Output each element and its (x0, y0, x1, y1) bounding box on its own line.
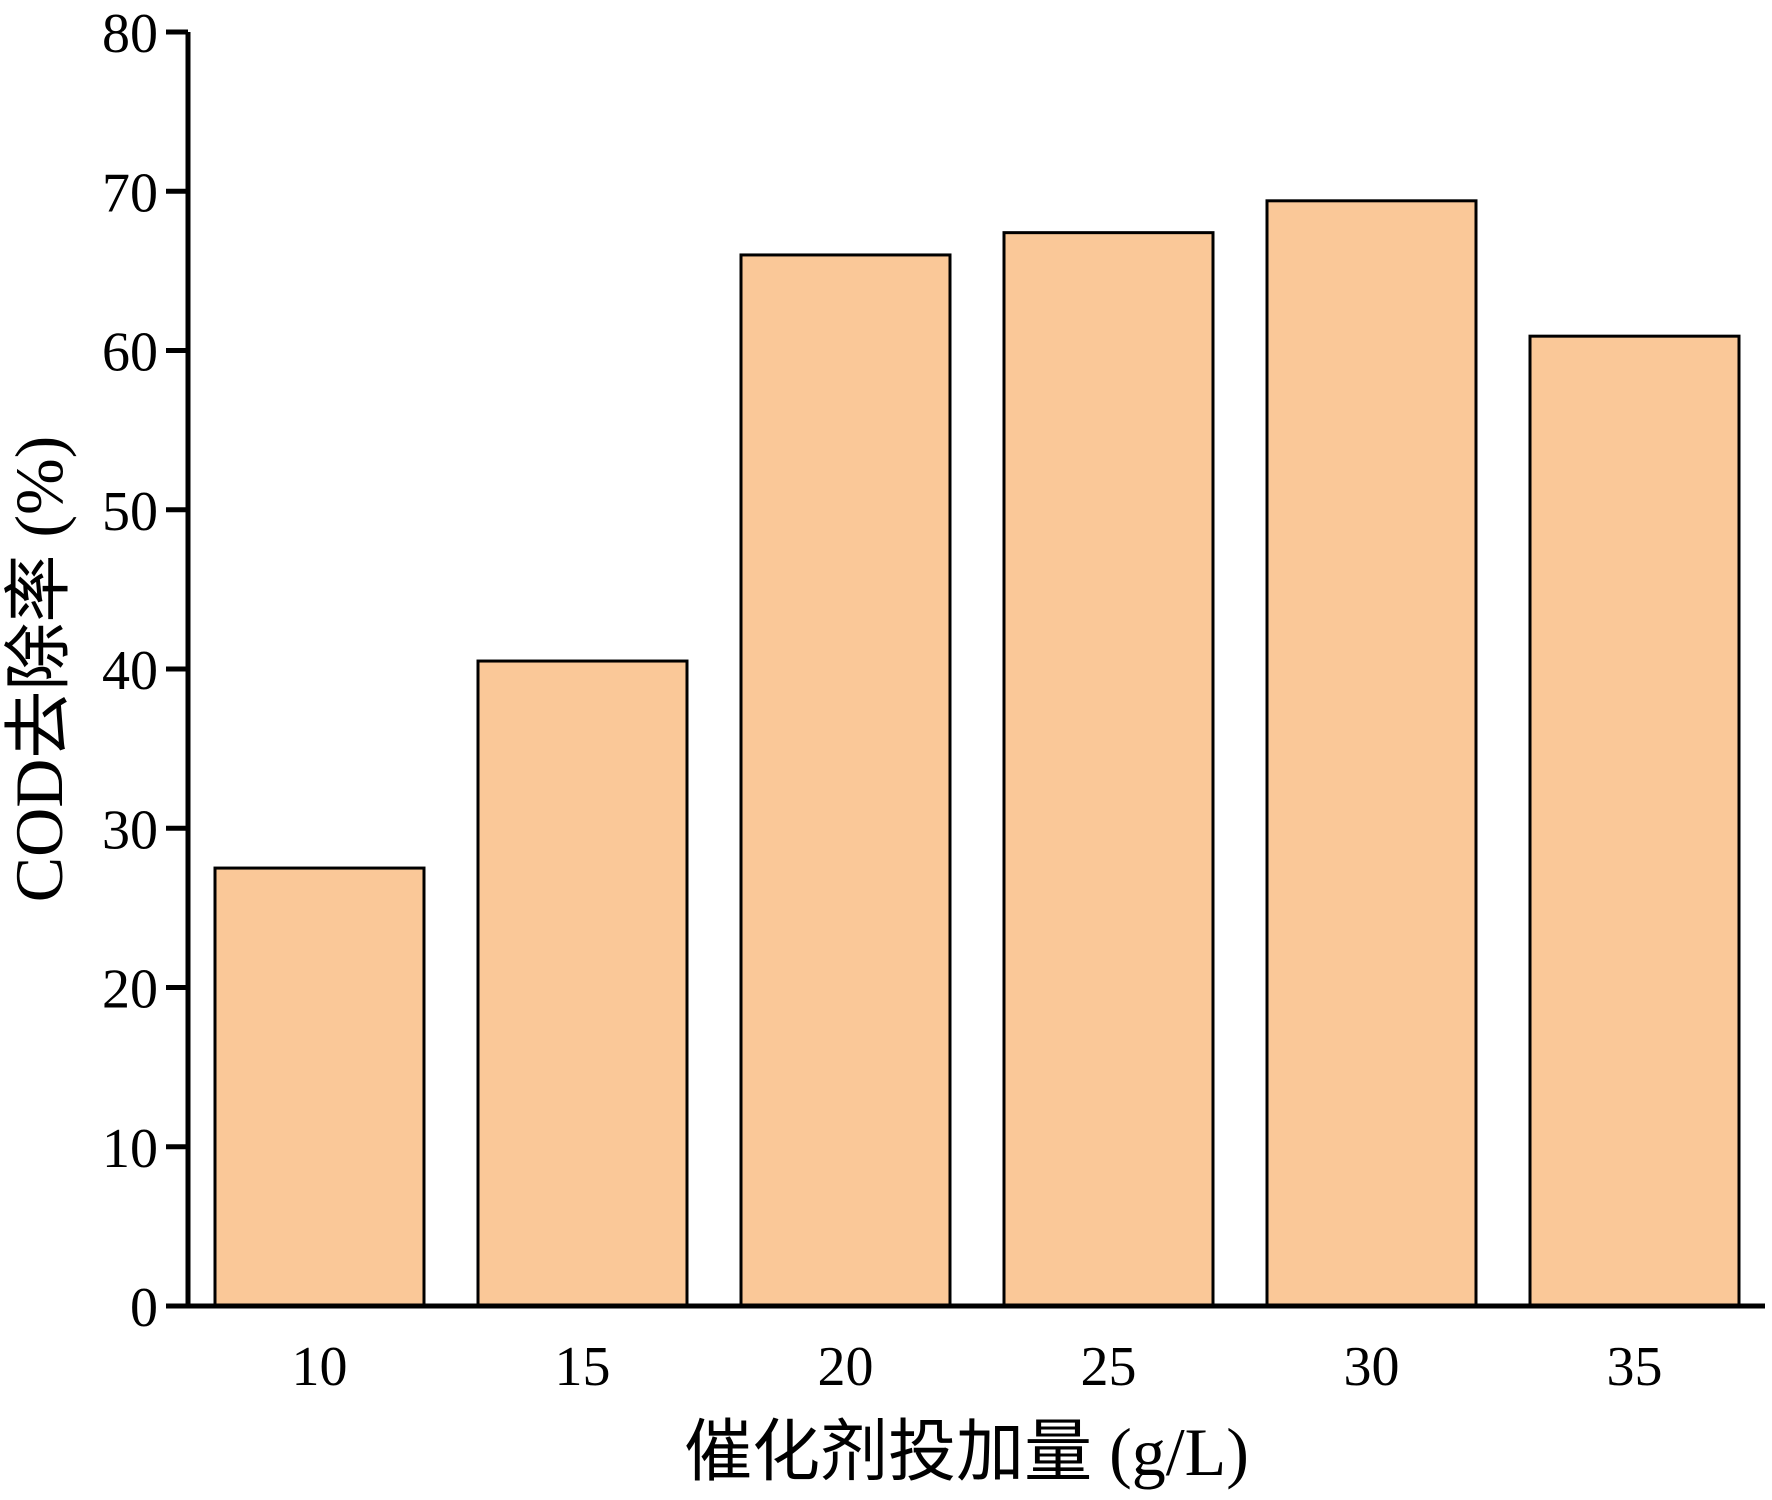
x-tick-label: 25 (1081, 1336, 1137, 1398)
y-tick-label: 80 (102, 3, 158, 65)
y-ticks: 0 10 20 30 40 50 60 70 80 (102, 3, 188, 1339)
y-tick-label: 60 (102, 322, 158, 384)
x-ticks: 10 15 20 25 30 35 (292, 1336, 1663, 1398)
x-axis-title: 催化剂投加量 (g/L) (684, 1414, 1249, 1490)
x-tick-label: 35 (1607, 1336, 1663, 1398)
y-tick-label: 10 (102, 1118, 158, 1180)
x-tick-label: 30 (1344, 1336, 1400, 1398)
y-tick-label: 0 (130, 1277, 158, 1339)
x-tick-label: 20 (818, 1336, 874, 1398)
y-tick-label: 20 (102, 959, 158, 1021)
y-tick-label: 70 (102, 162, 158, 224)
bar-30 (1265, 199, 1478, 1308)
y-axis-title: COD去除率 (%) (1, 436, 77, 903)
bar-35 (1528, 334, 1741, 1308)
y-tick-label: 50 (102, 481, 158, 543)
bar-20 (739, 253, 952, 1308)
y-tick-label: 30 (102, 799, 158, 861)
bar-15 (476, 659, 689, 1308)
x-tick-label: 10 (292, 1336, 348, 1398)
y-tick-label: 40 (102, 640, 158, 702)
bar-25 (1002, 231, 1215, 1308)
bar-10 (213, 866, 426, 1308)
bars (213, 199, 1741, 1308)
x-tick-label: 15 (555, 1336, 611, 1398)
